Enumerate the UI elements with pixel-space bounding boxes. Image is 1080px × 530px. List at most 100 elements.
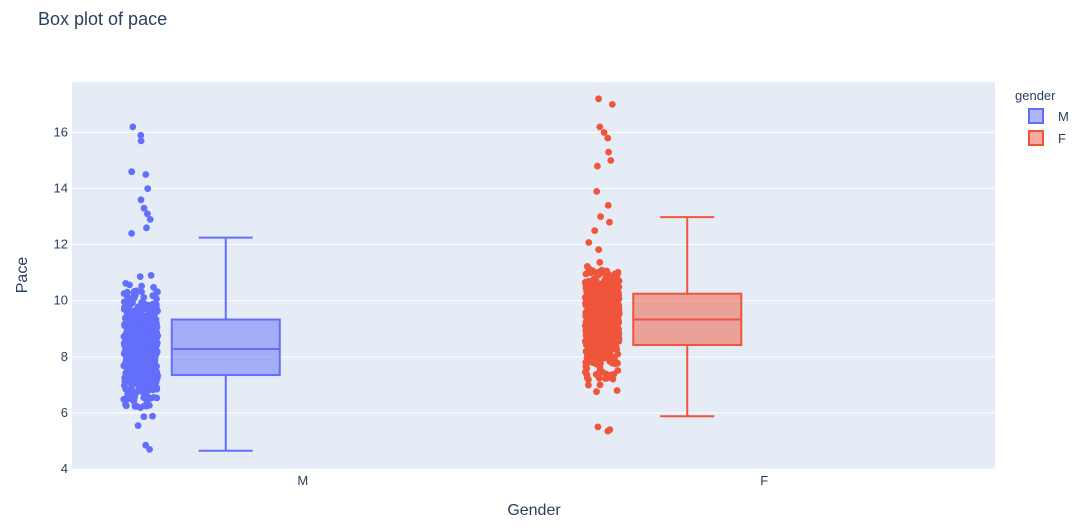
legend-title: gender — [1015, 88, 1056, 103]
point — [586, 310, 594, 318]
outlier-point — [137, 196, 145, 204]
point — [138, 340, 146, 348]
point — [133, 335, 141, 343]
point — [596, 321, 603, 329]
point — [594, 315, 601, 323]
point — [585, 239, 593, 246]
points-m — [120, 123, 162, 453]
outlier-point — [591, 227, 599, 235]
outlier-point — [600, 129, 608, 136]
point — [140, 321, 148, 329]
y-tick-12: 12 — [54, 237, 68, 252]
legend-swatch-m — [1028, 108, 1044, 124]
point — [148, 373, 156, 381]
outlier-point — [595, 95, 602, 103]
point — [154, 288, 161, 296]
point — [122, 402, 130, 410]
point — [585, 265, 593, 273]
point — [125, 337, 133, 345]
point — [608, 359, 616, 367]
point — [613, 387, 621, 394]
point — [605, 340, 613, 348]
point — [124, 308, 132, 315]
y-tick-16: 16 — [54, 124, 68, 139]
point — [607, 316, 615, 323]
point — [583, 300, 591, 308]
point — [126, 302, 134, 309]
x-axis-title: Gender — [507, 502, 561, 519]
point — [584, 332, 592, 340]
point — [598, 342, 606, 350]
y-tick-10: 10 — [54, 293, 68, 308]
legend-label-f: F — [1058, 131, 1066, 146]
legend-swatch-f — [1028, 130, 1044, 146]
point — [588, 286, 596, 294]
point — [132, 388, 139, 396]
point — [588, 326, 596, 334]
outlier-point — [604, 134, 612, 142]
x-tick-f: F — [760, 473, 768, 488]
point — [601, 334, 609, 342]
point — [611, 322, 618, 330]
point — [597, 329, 605, 337]
point — [142, 369, 150, 377]
point — [139, 303, 147, 311]
point — [152, 378, 160, 386]
point — [593, 360, 600, 368]
outlier-point — [142, 171, 150, 178]
outlier-point — [608, 101, 616, 108]
legend: gender MF — [1015, 88, 1069, 146]
outlier-point — [129, 123, 137, 131]
point — [134, 422, 142, 429]
point — [125, 360, 133, 367]
point — [611, 298, 619, 306]
point — [136, 273, 144, 280]
point — [133, 312, 141, 320]
point — [140, 413, 148, 421]
point — [152, 340, 160, 348]
point — [610, 291, 617, 298]
point — [147, 272, 155, 279]
point — [130, 319, 138, 326]
y-tick-8: 8 — [61, 349, 68, 364]
point — [149, 412, 156, 420]
outlier-point — [606, 218, 613, 226]
point — [595, 246, 603, 254]
point — [589, 302, 597, 309]
box-m — [170, 318, 281, 377]
plot-area — [72, 82, 995, 469]
outlier-point — [604, 202, 612, 209]
point — [584, 347, 591, 354]
point — [138, 282, 146, 290]
point — [131, 350, 139, 358]
point — [139, 331, 147, 339]
point — [121, 382, 128, 389]
point — [597, 300, 604, 307]
point — [602, 322, 610, 330]
point — [615, 283, 623, 291]
point — [151, 310, 159, 317]
point — [130, 397, 138, 405]
outlier-point — [605, 148, 612, 156]
point — [598, 285, 606, 293]
point — [123, 373, 131, 381]
point — [130, 328, 138, 336]
point — [150, 283, 158, 291]
point — [122, 280, 130, 287]
point — [584, 354, 592, 362]
outlier-point — [140, 204, 148, 212]
outlier-point — [142, 441, 150, 449]
outlier-point — [594, 162, 601, 170]
point — [583, 365, 591, 372]
point — [615, 310, 623, 318]
point — [138, 288, 146, 296]
point — [124, 395, 132, 403]
point — [601, 291, 609, 299]
point — [120, 350, 128, 358]
point — [584, 374, 591, 382]
series-layer — [120, 95, 743, 453]
point — [140, 402, 148, 410]
x-tick-m: M — [297, 473, 308, 488]
point — [612, 333, 619, 340]
